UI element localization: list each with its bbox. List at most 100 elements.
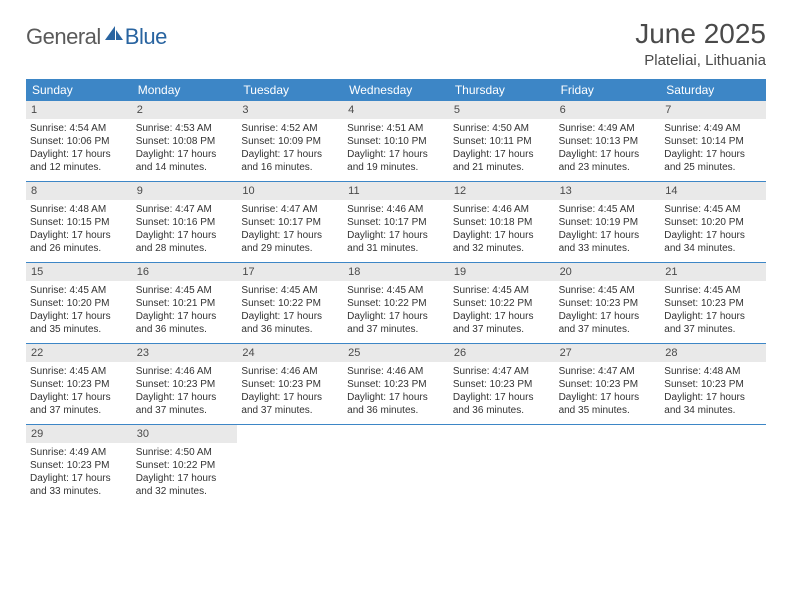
- day-details: Sunrise: 4:49 AMSunset: 10:13 PMDaylight…: [559, 122, 657, 174]
- day-details: Sunrise: 4:46 AMSunset: 10:17 PMDaylight…: [347, 203, 445, 255]
- day-cell: 1Sunrise: 4:54 AMSunset: 10:06 PMDayligh…: [26, 101, 132, 181]
- day-cell: 20Sunrise: 4:45 AMSunset: 10:23 PMDaylig…: [555, 263, 661, 343]
- daylight-line: Daylight: 17 hours and 37 minutes.: [559, 310, 657, 336]
- day-details: Sunrise: 4:49 AMSunset: 10:23 PMDaylight…: [30, 446, 128, 498]
- weekday-header-row: SundayMondayTuesdayWednesdayThursdayFrid…: [26, 79, 766, 101]
- day-cell: 13 Sunrise: 4:45 AMSunset: 10:19 PMDaylig…: [555, 182, 661, 262]
- sunset-line: Sunset: 10:23 PM: [136, 378, 234, 391]
- day-cell: [555, 425, 661, 505]
- day-cell: 30Sunrise: 4:50 AMSunset: 10:22 PMDaylig…: [132, 425, 238, 505]
- day-details: Sunrise: 4:45 AMSunset: 10:20 PMDaylight…: [30, 284, 128, 336]
- day-details: Sunrise: 4:45 AMSunset: 10:19 PMDaylight…: [559, 203, 657, 255]
- day-details: Sunrise: 4:45 AMSunset: 10:23 PMDaylight…: [559, 284, 657, 336]
- day-number: 4: [343, 101, 449, 119]
- day-details: Sunrise: 4:46 AMSunset: 10:23 PMDaylight…: [241, 365, 339, 417]
- daylight-line: Daylight: 17 hours and 37 minutes.: [453, 310, 551, 336]
- day-details: Sunrise: 4:47 AMSunset: 10:23 PMDaylight…: [559, 365, 657, 417]
- day-details: Sunrise: 4:49 AMSunset: 10:14 PMDaylight…: [664, 122, 762, 174]
- sunrise-line: Sunrise: 4:46 AM: [453, 203, 551, 216]
- day-number: 6: [555, 101, 661, 119]
- day-details: Sunrise: 4:46 AMSunset: 10:23 PMDaylight…: [347, 365, 445, 417]
- sunrise-line: Sunrise: 4:45 AM: [136, 284, 234, 297]
- sunrise-line: Sunrise: 4:49 AM: [559, 122, 657, 135]
- sunset-line: Sunset: 10:13 PM: [559, 135, 657, 148]
- day-details: Sunrise: 4:45 AMSunset: 10:22 PMDaylight…: [347, 284, 445, 336]
- day-number: 21: [660, 263, 766, 281]
- day-cell: [449, 425, 555, 505]
- day-number: 22: [26, 344, 132, 362]
- sunset-line: Sunset: 10:23 PM: [30, 459, 128, 472]
- sunset-line: Sunset: 10:06 PM: [30, 135, 128, 148]
- daylight-line: Daylight: 17 hours and 36 minutes.: [241, 310, 339, 336]
- day-number: 13: [555, 182, 661, 200]
- day-cell: 7 Sunrise: 4:49 AMSunset: 10:14 PMDayligh…: [660, 101, 766, 181]
- day-number: 7: [660, 101, 766, 119]
- sunset-line: Sunset: 10:19 PM: [559, 216, 657, 229]
- sunset-line: Sunset: 10:23 PM: [30, 378, 128, 391]
- day-cell: 18 Sunrise: 4:45 AMSunset: 10:22 PMDaylig…: [343, 263, 449, 343]
- daylight-line: Daylight: 17 hours and 37 minutes.: [136, 391, 234, 417]
- day-details: Sunrise: 4:50 AMSunset: 10:11 PMDaylight…: [453, 122, 551, 174]
- daylight-line: Daylight: 17 hours and 35 minutes.: [30, 310, 128, 336]
- day-cell: 16Sunrise: 4:45 AMSunset: 10:21 PMDaylig…: [132, 263, 238, 343]
- daylight-line: Daylight: 17 hours and 37 minutes.: [664, 310, 762, 336]
- logo: General Blue: [26, 24, 167, 50]
- day-number: 18: [343, 263, 449, 281]
- day-cell: 27Sunrise: 4:47 AMSunset: 10:23 PMDaylig…: [555, 344, 661, 424]
- header: General Blue June 2025 Plateliai, Lithua…: [26, 18, 766, 69]
- logo-text-general: General: [26, 24, 101, 50]
- day-cell: 24Sunrise: 4:46 AMSunset: 10:23 PMDaylig…: [237, 344, 343, 424]
- daylight-line: Daylight: 17 hours and 36 minutes.: [453, 391, 551, 417]
- sunset-line: Sunset: 10:23 PM: [241, 378, 339, 391]
- sunset-line: Sunset: 10:10 PM: [347, 135, 445, 148]
- day-number: 5: [449, 101, 555, 119]
- sunrise-line: Sunrise: 4:46 AM: [347, 365, 445, 378]
- week-row: 1Sunrise: 4:54 AMSunset: 10:06 PMDayligh…: [26, 101, 766, 182]
- sunset-line: Sunset: 10:11 PM: [453, 135, 551, 148]
- daylight-line: Daylight: 17 hours and 35 minutes.: [559, 391, 657, 417]
- day-number: 23: [132, 344, 238, 362]
- daylight-line: Daylight: 17 hours and 37 minutes.: [347, 310, 445, 336]
- sunrise-line: Sunrise: 4:47 AM: [136, 203, 234, 216]
- sunset-line: Sunset: 10:22 PM: [241, 297, 339, 310]
- sunset-line: Sunset: 10:23 PM: [559, 297, 657, 310]
- sunrise-line: Sunrise: 4:47 AM: [453, 365, 551, 378]
- sunset-line: Sunset: 10:22 PM: [453, 297, 551, 310]
- sunrise-line: Sunrise: 4:45 AM: [453, 284, 551, 297]
- day-details: Sunrise: 4:52 AMSunset: 10:09 PMDaylight…: [241, 122, 339, 174]
- sunrise-line: Sunrise: 4:46 AM: [347, 203, 445, 216]
- day-cell: 5 Sunrise: 4:50 AMSunset: 10:11 PMDayligh…: [449, 101, 555, 181]
- day-details: Sunrise: 4:48 AMSunset: 10:15 PMDaylight…: [30, 203, 128, 255]
- daylight-line: Daylight: 17 hours and 25 minutes.: [664, 148, 762, 174]
- sunset-line: Sunset: 10:17 PM: [241, 216, 339, 229]
- daylight-line: Daylight: 17 hours and 34 minutes.: [664, 229, 762, 255]
- day-number: 15: [26, 263, 132, 281]
- sunrise-line: Sunrise: 4:47 AM: [241, 203, 339, 216]
- day-cell: 25 Sunrise: 4:46 AMSunset: 10:23 PMDaylig…: [343, 344, 449, 424]
- daylight-line: Daylight: 17 hours and 21 minutes.: [453, 148, 551, 174]
- week-row: 22Sunrise: 4:45 AMSunset: 10:23 PMDaylig…: [26, 344, 766, 425]
- sunrise-line: Sunrise: 4:46 AM: [136, 365, 234, 378]
- day-details: Sunrise: 4:54 AMSunset: 10:06 PMDaylight…: [30, 122, 128, 174]
- sunrise-line: Sunrise: 4:45 AM: [30, 365, 128, 378]
- sunrise-line: Sunrise: 4:48 AM: [30, 203, 128, 216]
- daylight-line: Daylight: 17 hours and 36 minutes.: [136, 310, 234, 336]
- day-cell: 28Sunrise: 4:48 AMSunset: 10:23 PMDaylig…: [660, 344, 766, 424]
- page-title: June 2025: [635, 18, 766, 50]
- daylight-line: Daylight: 17 hours and 12 minutes.: [30, 148, 128, 174]
- day-cell: 2Sunrise: 4:53 AMSunset: 10:08 PMDayligh…: [132, 101, 238, 181]
- day-number: 25: [343, 344, 449, 362]
- day-details: Sunrise: 4:47 AMSunset: 10:17 PMDaylight…: [241, 203, 339, 255]
- day-number: 12: [449, 182, 555, 200]
- sunrise-line: Sunrise: 4:53 AM: [136, 122, 234, 135]
- day-cell: 9Sunrise: 4:47 AMSunset: 10:16 PMDayligh…: [132, 182, 238, 262]
- daylight-line: Daylight: 17 hours and 26 minutes.: [30, 229, 128, 255]
- day-details: Sunrise: 4:51 AMSunset: 10:10 PMDaylight…: [347, 122, 445, 174]
- sunrise-line: Sunrise: 4:49 AM: [30, 446, 128, 459]
- sunrise-line: Sunrise: 4:52 AM: [241, 122, 339, 135]
- sunrise-line: Sunrise: 4:50 AM: [136, 446, 234, 459]
- weekday-header: Sunday: [26, 79, 132, 101]
- sunset-line: Sunset: 10:23 PM: [664, 378, 762, 391]
- sunset-line: Sunset: 10:18 PM: [453, 216, 551, 229]
- day-cell: 6 Sunrise: 4:49 AMSunset: 10:13 PMDayligh…: [555, 101, 661, 181]
